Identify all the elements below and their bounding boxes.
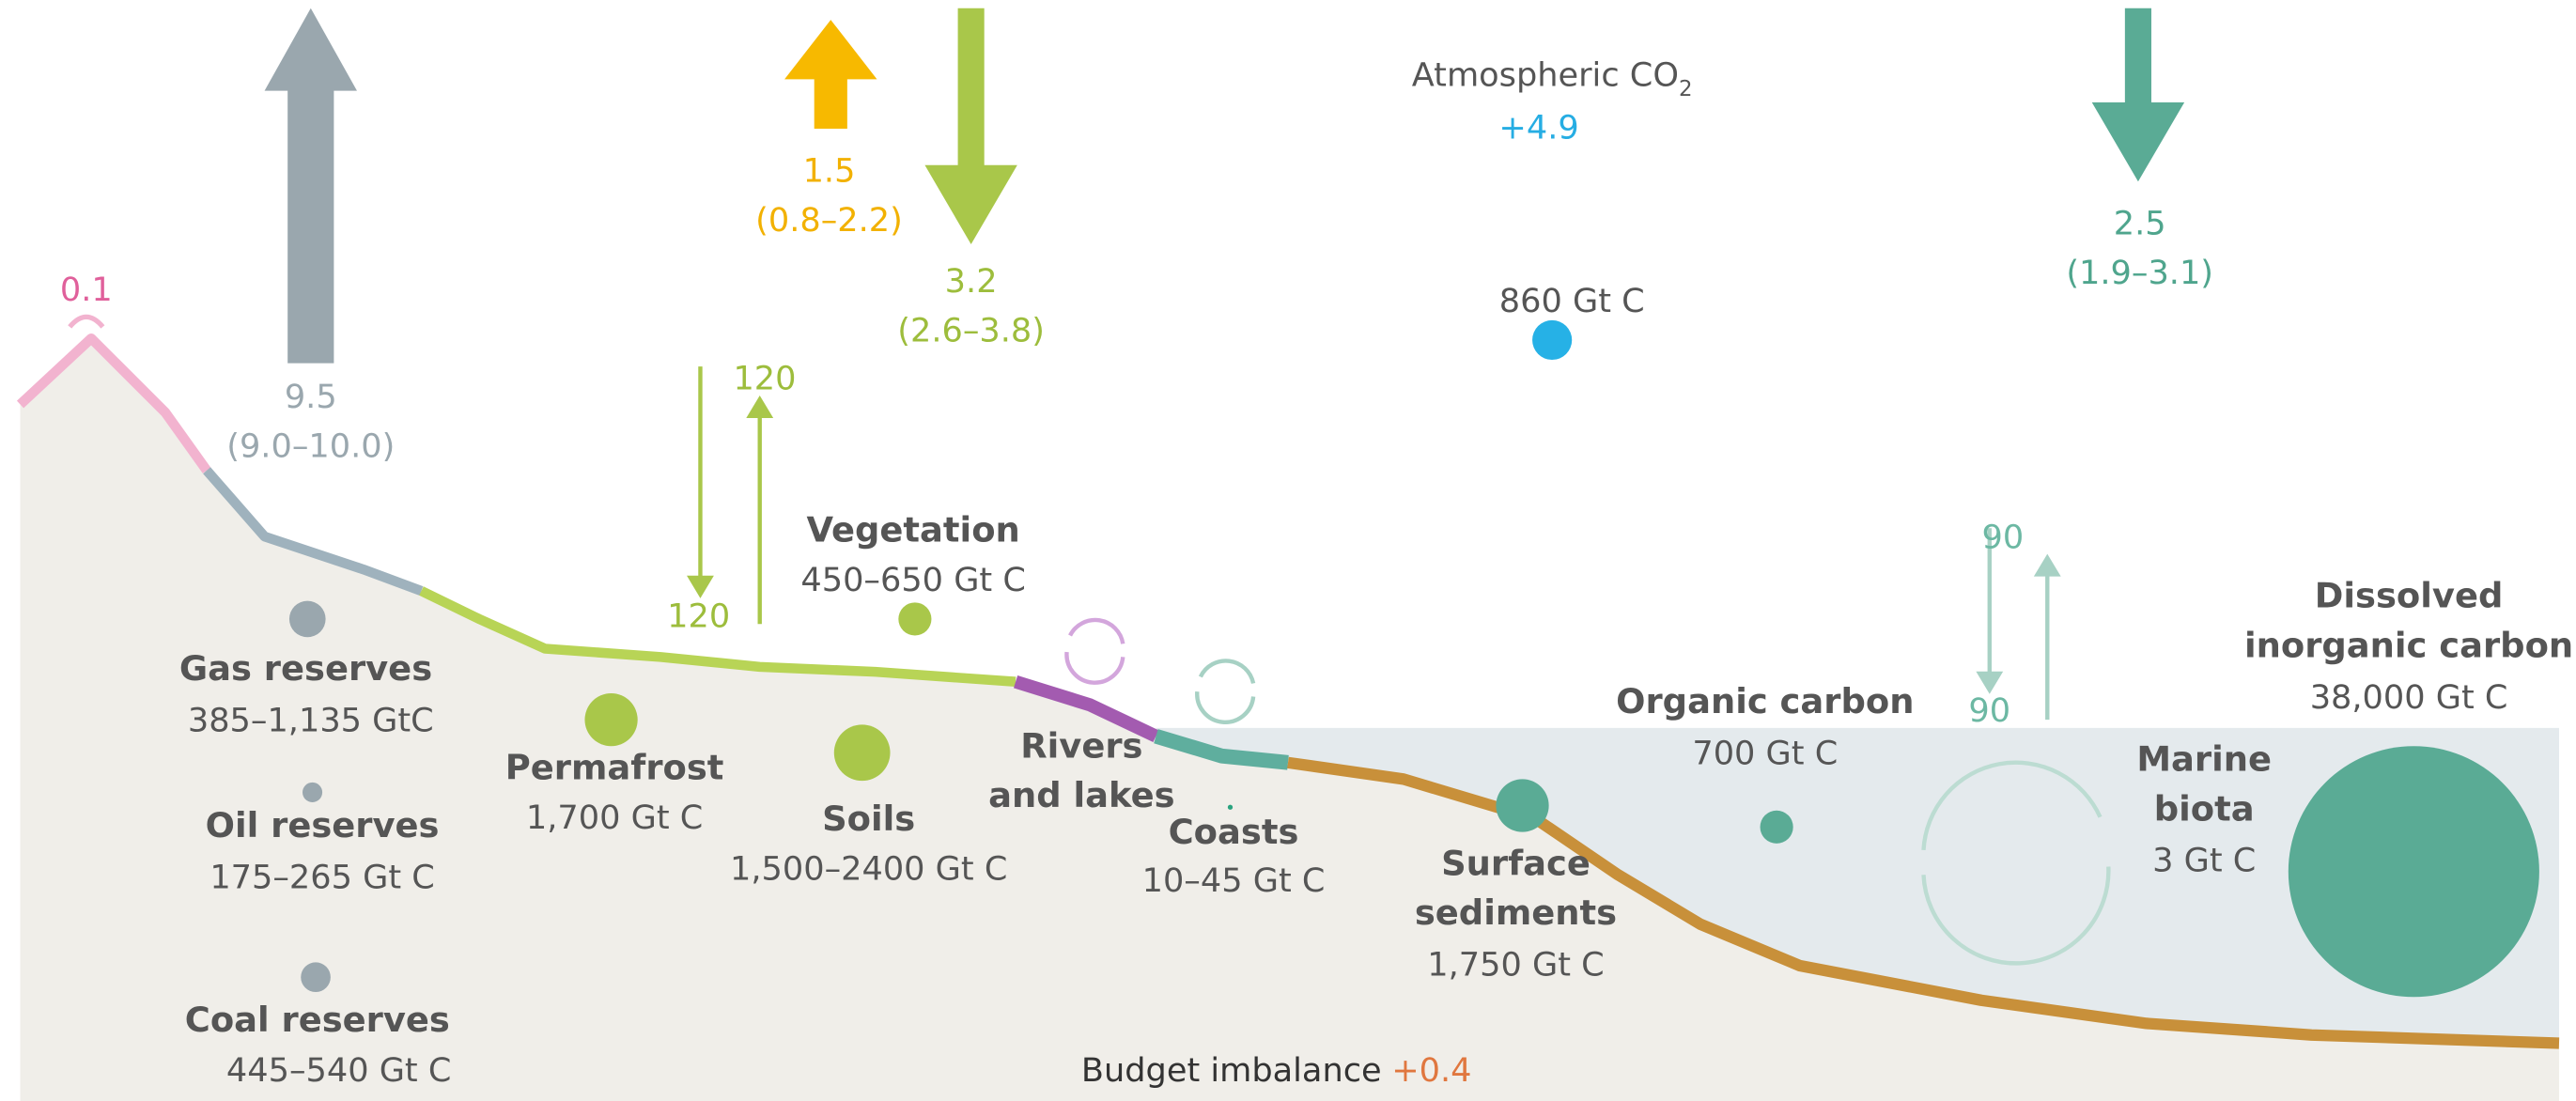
- cycle-coasts: [1195, 691, 1256, 725]
- budget-label: Budget imbalance: [1081, 1051, 1382, 1090]
- flux-range: (9.0–10.0): [226, 427, 395, 466]
- flux-label: 90: [1968, 691, 2010, 730]
- cycle-rivers: [1068, 617, 1125, 644]
- stock-value: 700 Gt C: [1692, 735, 1838, 773]
- stock-name: Oil reserves: [206, 805, 440, 845]
- stock-value: 385–1,135 GtC: [188, 701, 434, 739]
- terrain-edges: [16, 333, 2560, 1049]
- flux-label: 90: [1981, 518, 2024, 556]
- oil-stock: [302, 782, 323, 802]
- ocean-exchange-arrows: [1976, 528, 2061, 721]
- cycle-ocean: [1921, 866, 2111, 966]
- edge-vegetated: [419, 586, 1016, 687]
- land: [20, 338, 2559, 1101]
- stock-value: 3 Gt C: [2152, 842, 2256, 880]
- permafrost-stock: [584, 692, 638, 747]
- land-sink-arrow: [924, 8, 1017, 245]
- stock-value: 10–45 Gt C: [1142, 861, 1326, 900]
- land-use-arrow: [784, 20, 877, 130]
- stock-name: Permafrost: [505, 747, 724, 787]
- soils-stock: [833, 724, 891, 782]
- stock-name: Organic carbon: [1616, 681, 1914, 721]
- stock-value: 860 Gt C: [1499, 282, 1645, 320]
- flux-label: 0.1: [60, 271, 113, 309]
- stock-name: sediments: [1415, 892, 1617, 933]
- stock-value: 450–650 Gt C: [800, 561, 1025, 599]
- land-exchange-arrows: [687, 366, 774, 625]
- organic-stock: [1760, 810, 1793, 844]
- stock-name: Marine: [2136, 739, 2272, 780]
- growth-label: +4.9: [1498, 109, 1578, 147]
- edge-rivers: [1013, 675, 1159, 743]
- flux-label: 120: [733, 360, 796, 398]
- edge-coasts: [1154, 729, 1289, 770]
- flux-label: 3.2: [945, 262, 998, 301]
- volcano-arrow: [68, 314, 105, 329]
- edge-volcanic: [16, 333, 211, 473]
- flux-label: 1.5: [803, 151, 856, 190]
- arrow-head: [1976, 671, 2004, 694]
- flux-range: (0.8–2.2): [755, 201, 903, 240]
- atmosphere-stock: [1532, 319, 1573, 361]
- flux-label: 120: [667, 597, 730, 636]
- arrow-head: [2033, 553, 2061, 577]
- stock-value: 1,750 Gt C: [1427, 945, 1604, 984]
- flux-label: 2.5: [2114, 205, 2166, 243]
- atmosphere-title: Atmospheric CO2: [1412, 55, 1693, 101]
- stock-value: 445–540 Gt C: [226, 1051, 452, 1090]
- title-text: Atmospheric CO: [1412, 55, 1679, 94]
- cycle-icons: [1064, 617, 2111, 966]
- vegetation-stock: [898, 602, 932, 636]
- coal-stock: [301, 962, 331, 993]
- stock-value: 38,000 Gt C: [2310, 678, 2508, 717]
- cycle-coasts: [1198, 659, 1256, 684]
- stock-name: Vegetation: [806, 509, 1019, 550]
- stock-name: and lakes: [988, 775, 1174, 815]
- edge-sediments: [1287, 756, 2560, 1049]
- stock-name: biota: [2154, 788, 2255, 829]
- stock-name: Surface: [1441, 843, 1591, 883]
- arrow-head: [687, 575, 714, 598]
- budget-line: Budget imbalance +0.4: [1081, 1051, 1472, 1090]
- cycle-ocean: [1921, 760, 2103, 851]
- flux-range: (1.9–3.1): [2066, 254, 2213, 292]
- stock-value: 1,500–2400 Gt C: [730, 850, 1007, 889]
- fossil-arrow: [264, 8, 357, 364]
- coasts-stock: [1227, 804, 1234, 810]
- stock-value: 1,700 Gt C: [526, 799, 703, 837]
- stock-name: Coasts: [1169, 812, 1299, 852]
- stock-name: Soils: [822, 799, 915, 839]
- ocean-sink-arrow: [2091, 8, 2185, 182]
- flux-label: 9.5: [285, 378, 337, 416]
- stock-name: Rivers: [1020, 726, 1142, 767]
- stock-name: Gas reserves: [179, 648, 432, 689]
- budget-value: +0.4: [1391, 1051, 1471, 1090]
- sediments-stock: [1496, 779, 1549, 832]
- stock-value: 175–265 Gt C: [209, 858, 435, 896]
- stock-name: Coal reserves: [185, 1000, 450, 1040]
- subscript: 2: [1679, 77, 1693, 101]
- stock-name: Dissolved: [2315, 576, 2504, 616]
- edge-fossil: [203, 467, 424, 596]
- cycle-rivers: [1064, 651, 1125, 685]
- flux-range: (2.6–3.8): [897, 312, 1045, 350]
- stock-name: inorganic carbon: [2244, 625, 2573, 665]
- dic-stock: [2288, 746, 2539, 998]
- arrow-head: [746, 395, 774, 418]
- gas-stock: [288, 600, 326, 638]
